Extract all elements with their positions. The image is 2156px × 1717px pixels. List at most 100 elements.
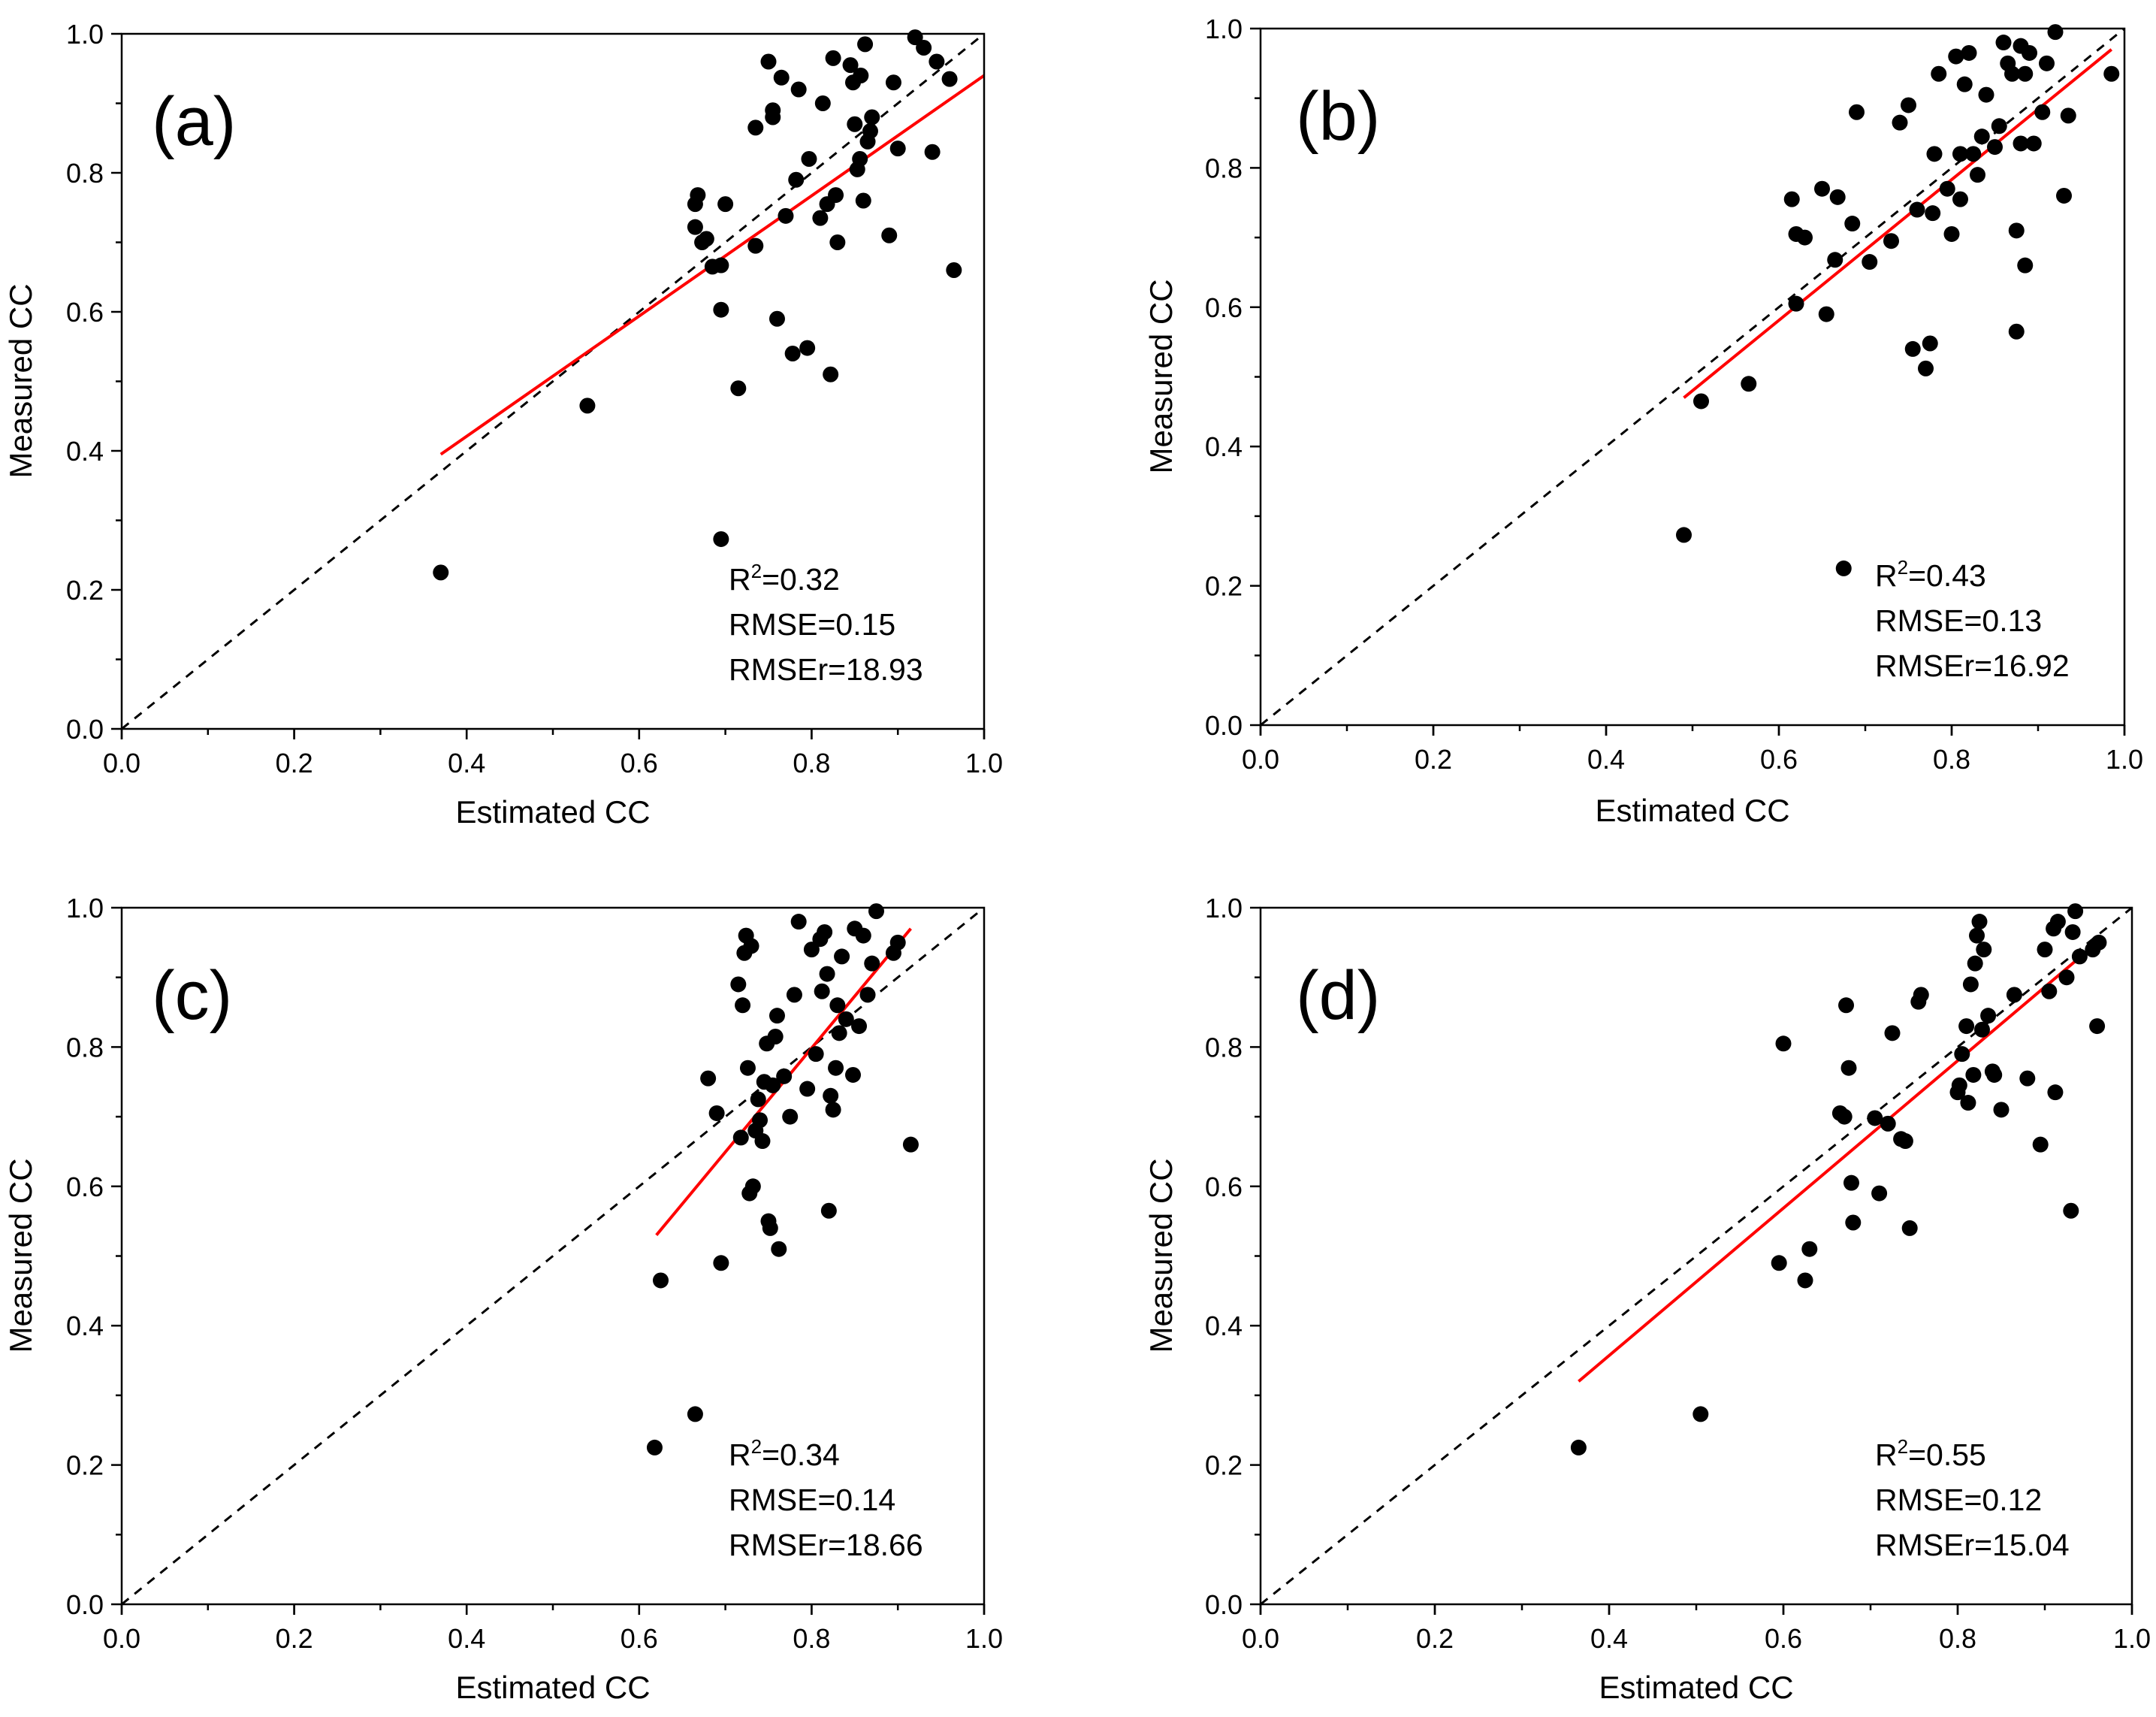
data-point	[790, 81, 807, 98]
data-point	[744, 1178, 761, 1195]
data-point	[2091, 934, 2107, 951]
data-point	[1838, 997, 1855, 1014]
data-point	[828, 1060, 844, 1076]
y-tick-label: 0.6	[1205, 1171, 1243, 1202]
data-point	[847, 116, 863, 132]
data-point	[2008, 323, 2025, 340]
data-point	[801, 151, 817, 167]
data-point	[859, 987, 876, 1003]
data-point	[1797, 1272, 1813, 1289]
data-point	[1570, 1439, 1587, 1456]
data-point	[1973, 1021, 1990, 1038]
data-point	[889, 141, 906, 157]
data-point	[864, 955, 880, 972]
panel-label: (b)	[1296, 78, 1380, 155]
data-point	[2047, 1084, 2064, 1101]
y-tick-label: 0.6	[1205, 292, 1243, 323]
data-point	[1970, 167, 1985, 183]
rmser-label: RMSEr=15.04	[1875, 1528, 2070, 1562]
data-point	[1987, 139, 2003, 156]
data-point	[829, 234, 846, 250]
data-point	[1931, 65, 1947, 82]
data-point	[853, 68, 869, 83]
data-point	[773, 69, 790, 86]
data-point	[808, 1046, 824, 1063]
x-axis-title: Estimated CC	[455, 794, 650, 830]
y-tick-label: 0.8	[1205, 1032, 1243, 1063]
data-point	[1973, 128, 1990, 145]
data-point	[433, 564, 449, 581]
rmse-label: RMSE=0.14	[729, 1483, 895, 1517]
x-tick-label: 1.0	[965, 1623, 1003, 1654]
x-tick-label: 0.8	[1939, 1623, 1976, 1654]
data-point	[2089, 1018, 2106, 1035]
data-point	[784, 346, 801, 361]
data-point	[1939, 180, 1955, 197]
rmse-label: RMSE=0.12	[1875, 1483, 2042, 1517]
x-tick-label: 0.4	[448, 1623, 485, 1654]
data-point	[924, 144, 941, 160]
data-point	[1843, 1174, 1859, 1191]
data-point	[1909, 201, 1925, 218]
data-point	[834, 948, 850, 965]
data-point	[829, 997, 846, 1014]
data-point	[1884, 1025, 1901, 1041]
data-point	[1871, 1185, 1888, 1202]
rmser-label: RMSEr=18.93	[729, 652, 923, 687]
x-tick-label: 0.2	[1415, 744, 1452, 775]
data-point	[1904, 340, 1921, 357]
data-point	[1978, 86, 1994, 103]
data-point	[1814, 180, 1830, 197]
panel-label: (d)	[1296, 957, 1380, 1034]
rmser-label: RMSEr=18.66	[729, 1528, 923, 1562]
data-point	[2004, 65, 2020, 82]
y-tick-label: 0.4	[66, 1310, 104, 1341]
x-tick-label: 0.8	[793, 748, 830, 778]
data-point	[2103, 65, 2120, 82]
x-tick-label: 1.0	[2106, 744, 2143, 775]
data-point	[730, 380, 747, 397]
data-point	[929, 53, 945, 70]
x-tick-label: 0.6	[1760, 744, 1798, 775]
y-tick-label: 0.0	[1205, 710, 1243, 741]
data-point	[845, 1066, 862, 1083]
data-point	[765, 1077, 781, 1093]
data-point	[1918, 360, 1934, 376]
y-axis-title: Measured CC	[1143, 279, 1179, 473]
x-tick-label: 0.4	[1590, 1623, 1628, 1654]
data-point	[1925, 205, 1941, 222]
data-point	[687, 219, 703, 235]
data-point	[778, 207, 794, 224]
data-point	[1901, 1220, 1918, 1236]
data-point	[1829, 189, 1846, 205]
x-tick-label: 0.0	[103, 1623, 140, 1654]
data-point	[1897, 1133, 1913, 1150]
y-axis-title: Measured CC	[3, 283, 38, 478]
x-tick-label: 0.8	[1933, 744, 1970, 775]
x-tick-label: 0.8	[793, 1623, 830, 1654]
data-point	[2034, 104, 2051, 120]
data-point	[1840, 1060, 1857, 1076]
data-point	[767, 1028, 784, 1044]
data-point	[2041, 983, 2058, 999]
r2-label: R2=0.43	[1875, 556, 1986, 593]
data-point	[1951, 1077, 1967, 1093]
r2-label: R2=0.34	[729, 1435, 840, 1472]
data-point	[735, 997, 751, 1014]
data-point	[2008, 222, 2025, 239]
data-point	[713, 257, 729, 274]
data-point	[2032, 1136, 2049, 1153]
data-point	[743, 938, 759, 954]
data-point	[2064, 923, 2081, 940]
data-point	[1952, 146, 1968, 162]
reference-line	[121, 32, 985, 730]
data-point	[1692, 1406, 1709, 1422]
data-point	[842, 57, 859, 74]
y-tick-label: 1.0	[1205, 14, 1243, 44]
x-tick-label: 0.4	[1587, 744, 1625, 775]
panel-a: 0.0 0.2 0.4 0.6 0.8 1.0 0.0 0.2 0.4 0.6 0.8 1.0 (a…	[3, 19, 1003, 830]
rmse-label: RMSE=0.13	[1875, 603, 2042, 638]
fit-line	[1578, 938, 2103, 1383]
data-point	[1993, 1102, 2010, 1118]
y-tick-label: 0.2	[66, 1450, 104, 1481]
